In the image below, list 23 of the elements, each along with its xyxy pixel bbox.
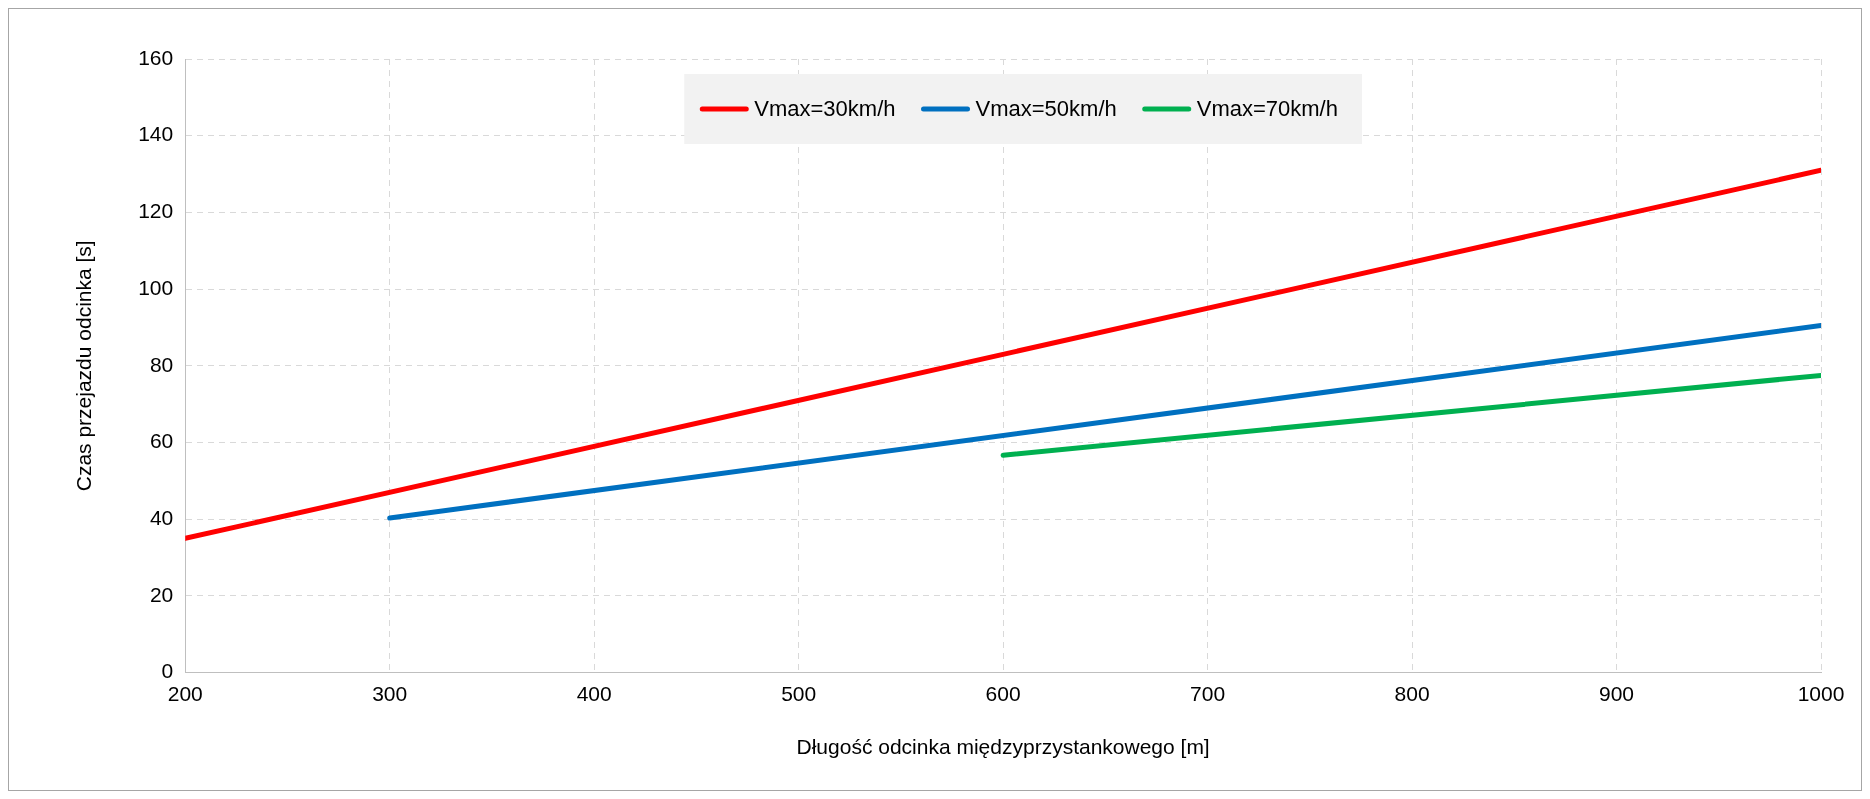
y-axis-title: Czas przejazdu odcinka [s] xyxy=(72,240,96,492)
x-tick-label: 500 xyxy=(781,682,817,705)
y-tick-label: 160 xyxy=(138,45,174,69)
y-tick-label: 60 xyxy=(149,429,174,453)
x-axis-title: Długość odcinka międzyprzystankowego [m] xyxy=(796,735,1210,759)
x-tick-label: 1000 xyxy=(1797,682,1845,705)
x-tick-label: 900 xyxy=(1599,682,1635,705)
legend-label: Vmax=70km/h xyxy=(1196,96,1338,122)
y-tick-label: 20 xyxy=(149,582,174,606)
y-tick-label: 40 xyxy=(149,506,174,529)
y-tick-label: 80 xyxy=(149,352,174,376)
x-tick-label: 700 xyxy=(1190,682,1226,705)
x-tick-label: 300 xyxy=(372,682,408,705)
x-tick-label: 600 xyxy=(985,682,1021,705)
x-tick-label: 400 xyxy=(576,682,612,705)
y-tick-label: 0 xyxy=(161,659,174,683)
x-tick-label: 200 xyxy=(167,682,203,705)
legend-label: Vmax=50km/h xyxy=(975,96,1117,122)
x-tick-label: 800 xyxy=(1394,682,1430,705)
y-tick-label: 120 xyxy=(138,199,174,223)
legend-label: Vmax=30km/h xyxy=(754,96,896,122)
y-tick-label: 140 xyxy=(138,122,174,146)
y-tick-label: 100 xyxy=(138,275,174,299)
